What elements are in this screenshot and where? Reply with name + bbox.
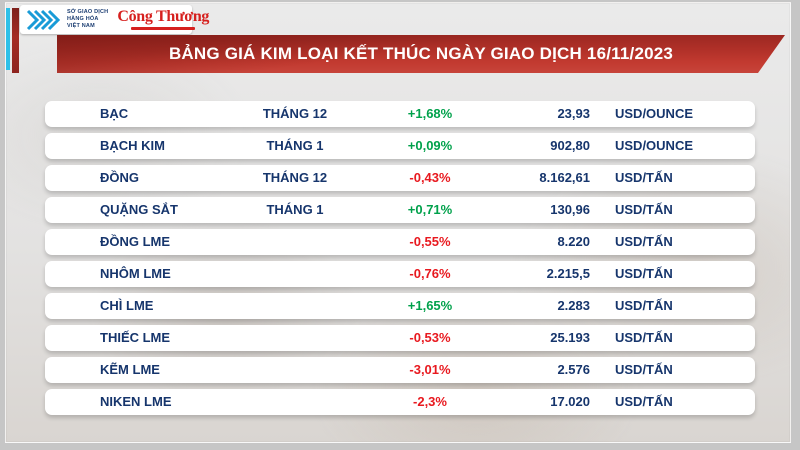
exchange-name: SỞ GIAO DỊCH HÀNG HÓA VIỆT NAM <box>67 9 108 30</box>
metal-name: CHÌ LME <box>100 298 154 313</box>
metal-name: BẠCH KIM <box>100 138 165 153</box>
metal-name: ĐỒNG LME <box>100 234 171 249</box>
price-value: 902,80 <box>550 138 590 153</box>
table-row: BẠCH KIM THÁNG 1 +0,09% 902,80 USD/OUNCE <box>45 133 755 159</box>
metal-name: QUẶNG SẮT <box>100 202 178 217</box>
exchange-name-line2: HÀNG HÓA <box>67 16 99 23</box>
page-title: BẢNG GIÁ KIM LOẠI KẾT THÚC NGÀY GIAO DỊC… <box>168 44 674 63</box>
price-value: 2.576 <box>557 362 590 377</box>
accent-bar-cyan <box>6 8 10 70</box>
price-unit: USD/TẤN <box>615 234 673 249</box>
price-unit: USD/TẤN <box>615 298 673 313</box>
table-row: THIẾC LME -0,53% 25.193 USD/TẤN <box>45 325 755 351</box>
change-percent: +1,68% <box>407 106 453 121</box>
table-row: NIKEN LME -2,3% 17.020 USD/TẤN <box>45 389 755 415</box>
change-percent: +0,09% <box>407 138 453 153</box>
price-value: 2.283 <box>557 298 590 313</box>
congthuong-wordmark: Công Thương <box>117 8 210 25</box>
exchange-name-line3: VIỆT NAM <box>67 22 95 29</box>
table-row: BẠC THÁNG 12 +1,68% 23,93 USD/OUNCE <box>45 101 755 127</box>
table-row: CHÌ LME +1,65% 2.283 USD/TẤN <box>45 293 755 319</box>
price-value: 130,96 <box>550 202 590 217</box>
price-unit: USD/TẤN <box>615 202 673 217</box>
metal-name: THIẾC LME <box>100 330 171 345</box>
contract-month: THÁNG 12 <box>262 170 328 185</box>
exchange-name-line1: SỞ GIAO DỊCH <box>67 9 109 16</box>
price-value: 8.220 <box>557 234 590 249</box>
table-row: QUẶNG SẮT THÁNG 1 +0,71% 130,96 USD/TẤN <box>45 197 755 223</box>
metal-name: BẠC <box>100 106 129 121</box>
table-row: ĐỒNG THÁNG 12 -0,43% 8.162,61 USD/TẤN <box>45 165 755 191</box>
price-unit: USD/OUNCE <box>615 106 694 121</box>
price-unit: USD/TẤN <box>615 330 673 345</box>
price-value: 25.193 <box>550 330 590 345</box>
congthuong-tagline-bar <box>131 26 196 30</box>
table-row: ĐỒNG LME -0,55% 8.220 USD/TẤN <box>45 229 755 255</box>
table-row: NHÔM LME -0,76% 2.215,5 USD/TẤN <box>45 261 755 287</box>
price-value: 23,93 <box>557 106 590 121</box>
price-unit: USD/TẤN <box>615 362 673 377</box>
change-percent: +0,71% <box>407 202 453 217</box>
mxv-chevrons-icon <box>26 9 61 30</box>
metal-name: NIKEN LME <box>100 394 172 409</box>
congthuong-logo: Công Thương <box>117 9 209 30</box>
metal-name: ĐỒNG <box>100 170 139 185</box>
price-unit: USD/TẤN <box>615 394 673 409</box>
price-value: 2.215,5 <box>546 266 590 281</box>
price-unit: USD/TẤN <box>615 170 673 185</box>
price-value: 17.020 <box>550 394 590 409</box>
metal-name: KẼM LME <box>100 362 160 377</box>
metal-name: NHÔM LME <box>100 266 171 281</box>
change-percent: -0,43% <box>409 170 451 185</box>
change-percent: -0,55% <box>409 234 451 249</box>
logo-plate: SỞ GIAO DỊCH HÀNG HÓA VIỆT NAM Công Thươ… <box>20 5 209 34</box>
price-table: BẠC THÁNG 12 +1,68% 23,93 USD/OUNCE BẠCH… <box>45 101 755 421</box>
title-banner: BẢNG GIÁ KIM LOẠI KẾT THÚC NGÀY GIAO DỊC… <box>57 35 785 73</box>
price-value: 8.162,61 <box>539 170 590 185</box>
contract-month: THÁNG 1 <box>266 202 324 217</box>
accent-bar-red <box>12 8 19 73</box>
table-row: KẼM LME -3,01% 2.576 USD/TẤN <box>45 357 755 383</box>
change-percent: -0,53% <box>409 330 451 345</box>
contract-month: THÁNG 12 <box>262 106 328 121</box>
price-unit: USD/OUNCE <box>615 138 694 153</box>
contract-month: THÁNG 1 <box>266 138 324 153</box>
price-unit: USD/TẤN <box>615 266 673 281</box>
change-percent: +1,65% <box>407 298 453 313</box>
change-percent: -0,76% <box>409 266 451 281</box>
change-percent: -2,3% <box>413 394 447 409</box>
change-percent: -3,01% <box>409 362 451 377</box>
